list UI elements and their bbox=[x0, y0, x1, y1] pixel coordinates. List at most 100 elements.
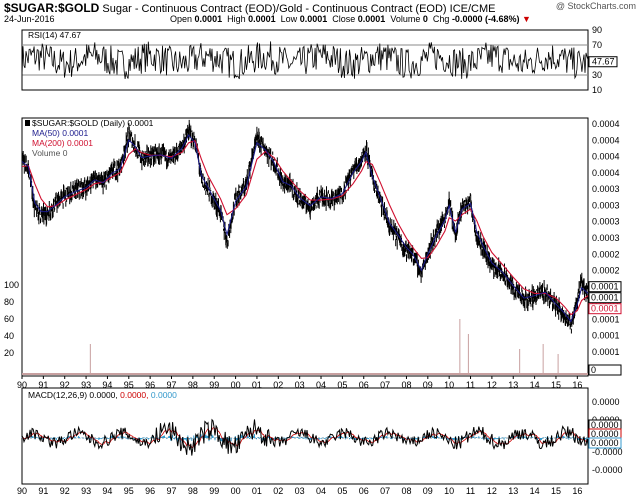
macd-x-tick-label: 12 bbox=[487, 486, 497, 496]
macd-x-tick-label: 11 bbox=[466, 486, 475, 496]
price-last-value-label: 0.0001 bbox=[591, 282, 619, 292]
low-label: Low bbox=[280, 14, 298, 24]
macd-x-tick-label: 97 bbox=[167, 486, 177, 496]
volume-y-tick-label: 20 bbox=[4, 348, 14, 358]
chg-value: -0.0000 (-4.68%) bbox=[451, 14, 520, 24]
price-last-value-box bbox=[588, 303, 622, 315]
volume-y-tick-label: 80 bbox=[4, 297, 14, 307]
volume-label: Volume bbox=[390, 14, 421, 24]
price-x-tick-label: 99 bbox=[209, 380, 219, 390]
rsi-tick-label: 30 bbox=[592, 70, 602, 80]
volume-y-tick-label: 60 bbox=[4, 314, 14, 324]
copyright-label[interactable]: @ StockCharts.com bbox=[555, 1, 636, 11]
price-x-tick-label: 04 bbox=[316, 380, 326, 390]
rsi-tick-label: 10 bbox=[592, 85, 602, 95]
rsi-tick-label: 70 bbox=[592, 40, 602, 50]
rsi-last-value-box bbox=[588, 56, 618, 68]
macd-x-tick-label: 94 bbox=[102, 486, 112, 496]
price-x-tick-label: 16 bbox=[572, 380, 582, 390]
price-last-value-box bbox=[588, 281, 622, 293]
macd-x-tick-label: 15 bbox=[551, 486, 561, 496]
symbol-description: Sugar - Continuous Contract (EOD)/Gold -… bbox=[102, 3, 496, 15]
volume-y-tick-label: 100 bbox=[4, 280, 19, 290]
chg-down-arrow-icon: ▼ bbox=[522, 14, 531, 24]
macd-y-tick-label: -0.0000 bbox=[592, 447, 623, 457]
price-x-tick-label: 93 bbox=[81, 380, 91, 390]
price-y-tick-label: 0.0004 bbox=[592, 152, 620, 162]
macd-x-tick-label: 93 bbox=[81, 486, 91, 496]
price-x-tick-label: 10 bbox=[444, 380, 454, 390]
high-label: High bbox=[227, 14, 246, 24]
macd-x-tick-label: 02 bbox=[273, 486, 283, 496]
chg-label: Chg bbox=[432, 14, 450, 24]
macd-legend-histogram: 0.0000 bbox=[151, 390, 177, 400]
date-label: 24-Jun-2016 bbox=[4, 14, 55, 24]
price-y-tick-label: 0.0004 bbox=[592, 168, 620, 178]
price-y-tick-label: 0.0002 bbox=[592, 249, 620, 259]
macd-legend-signal: 0.0000, bbox=[120, 390, 151, 400]
macd-x-tick-label: 96 bbox=[145, 486, 155, 496]
ma50-legend: MA(50) 0.0001 bbox=[32, 128, 88, 138]
price-y-tick-label: 0.0003 bbox=[592, 200, 620, 210]
macd-x-tick-label: 13 bbox=[508, 486, 518, 496]
price-y-tick-label: 0.0003 bbox=[592, 217, 620, 227]
price-x-tick-label: 91 bbox=[38, 380, 48, 390]
price-x-tick-label: 07 bbox=[380, 380, 390, 390]
macd-x-tick-label: 00 bbox=[231, 486, 241, 496]
macd-x-tick-label: 03 bbox=[295, 486, 305, 496]
price-x-tick-label: 92 bbox=[60, 380, 70, 390]
price-y-tick-label: 0.0003 bbox=[592, 184, 620, 194]
price-x-tick-label: 15 bbox=[551, 380, 561, 390]
ma200-legend: MA(200) 0.0001 bbox=[32, 138, 93, 148]
ma200-line bbox=[21, 140, 589, 316]
price-last-value-label: 0.0001 bbox=[591, 304, 619, 314]
macd-last-value-label: 0.0000 bbox=[591, 438, 619, 448]
macd-x-tick-label: 08 bbox=[401, 486, 411, 496]
price-x-tick-label: 08 bbox=[401, 380, 411, 390]
rsi-last-value-label: 47.67 bbox=[592, 57, 615, 67]
rsi-line bbox=[21, 41, 589, 80]
price-last-value-label: 0 bbox=[591, 365, 596, 375]
price-x-tick-label: 01 bbox=[252, 380, 262, 390]
price-x-tick-label: 12 bbox=[487, 380, 497, 390]
price-x-tick-label: 06 bbox=[359, 380, 369, 390]
low-value: 0.0001 bbox=[299, 14, 328, 24]
macd-x-tick-label: 98 bbox=[188, 486, 198, 496]
price-panel-frame bbox=[21, 117, 589, 377]
macd-y-tick-label: 0.0000 bbox=[592, 397, 620, 407]
price-y-tick-label: 0.0004 bbox=[592, 119, 620, 129]
price-last-value-label: 0.0001 bbox=[591, 293, 619, 303]
price-y-tick-label: 0.0003 bbox=[592, 233, 620, 243]
price-legend: $SUGAR:$GOLD (Daily) 0.0001 bbox=[32, 118, 154, 128]
macd-last-value-box bbox=[588, 437, 622, 449]
macd-legend-macd: MACD(12,26,9) 0.0000, bbox=[28, 390, 120, 400]
price-y-tick-label: 0.0001 bbox=[592, 347, 620, 357]
price-last-value-box bbox=[588, 292, 622, 304]
macd-last-value-label: 0.0000 bbox=[591, 420, 619, 430]
macd-x-tick-label: 14 bbox=[530, 486, 540, 496]
macd-x-tick-label: 07 bbox=[380, 486, 390, 496]
price-x-tick-label: 11 bbox=[466, 380, 475, 390]
macd-x-tick-label: 99 bbox=[209, 486, 219, 496]
rsi-legend: RSI(14) 47.67 bbox=[28, 30, 81, 40]
price-y-tick-label: 0.0004 bbox=[592, 135, 620, 145]
rsi-panel-frame bbox=[21, 29, 589, 91]
macd-x-tick-label: 91 bbox=[38, 486, 48, 496]
ma50-line bbox=[21, 134, 589, 323]
volume-legend: Volume 0 bbox=[32, 148, 68, 158]
price-bars-group bbox=[21, 119, 589, 334]
macd-x-tick-label: 16 bbox=[572, 486, 582, 496]
price-x-tick-label: 05 bbox=[337, 380, 347, 390]
price-x-tick-label: 14 bbox=[530, 380, 540, 390]
macd-x-tick-label: 01 bbox=[252, 486, 262, 496]
macd-panel-frame bbox=[21, 387, 589, 485]
macd-x-tick-label: 95 bbox=[124, 486, 134, 496]
price-x-tick-label: 94 bbox=[102, 380, 112, 390]
macd-x-tick-label: 04 bbox=[316, 486, 326, 496]
ohlc-summary: Open 0.0001 High 0.0001 Low 0.0001 Close… bbox=[170, 14, 531, 24]
close-value: 0.0001 bbox=[357, 14, 386, 24]
price-x-tick-label: 02 bbox=[273, 380, 283, 390]
symbol-label: $SUGAR:$GOLD bbox=[4, 1, 100, 15]
macd-x-tick-label: 06 bbox=[359, 486, 369, 496]
rsi-tick-label: 90 bbox=[592, 25, 602, 35]
